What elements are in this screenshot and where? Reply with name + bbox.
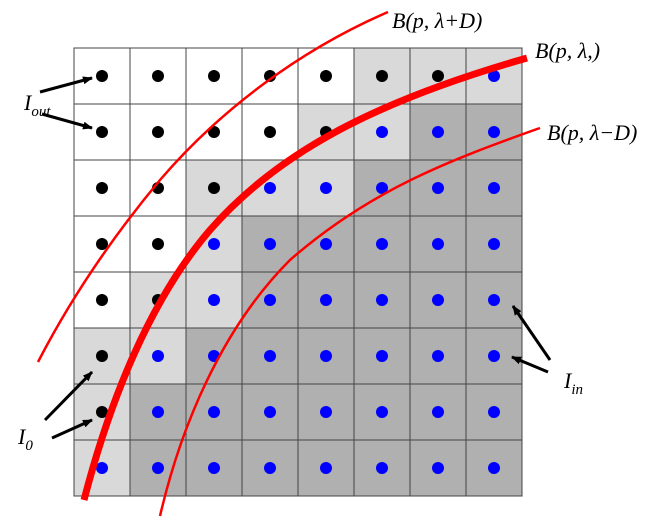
pixel-dot (96, 238, 108, 250)
inner-curve (158, 126, 541, 517)
label-base: I (23, 90, 33, 115)
pixel-dot (264, 350, 276, 362)
pixel-dot (264, 238, 276, 250)
pixel-dot (96, 462, 108, 474)
pixel-dot (208, 70, 220, 82)
middle-curve-label: B(p, λ,) (535, 38, 600, 63)
pixel-dot (320, 238, 332, 250)
pixel-dot (96, 294, 108, 306)
outer-curve-label: B(p, λ+D) (392, 8, 482, 33)
grid (73, 47, 523, 497)
pixel-dot (320, 350, 332, 362)
i-in-label: Iin (563, 368, 583, 398)
pixel-dot (264, 70, 276, 82)
pixel-dot (488, 238, 500, 250)
pixel-dot (96, 70, 108, 82)
pixel-dot (376, 70, 388, 82)
outer-curve (36, 10, 389, 363)
cell (353, 103, 411, 161)
pixel-dot (96, 350, 108, 362)
middle-curve (80, 54, 528, 501)
pixel-dot (432, 350, 444, 362)
pixel-dot (488, 126, 500, 138)
pixel-dot (488, 70, 500, 82)
pixel-dot (376, 406, 388, 418)
pixel-dot (320, 406, 332, 418)
pixel-dot (488, 182, 500, 194)
pixel-dot (376, 182, 388, 194)
pixel-dot (488, 406, 500, 418)
pixel-dot (96, 406, 108, 418)
pixel-dot (432, 462, 444, 474)
pixel-dot (208, 182, 220, 194)
pixel-dot (432, 182, 444, 194)
pixel-dot (264, 182, 276, 194)
pixel-dot (376, 126, 388, 138)
pixel-dot (96, 126, 108, 138)
pixel-dot (152, 462, 164, 474)
arrows (39, 76, 552, 440)
pixel-dot (432, 294, 444, 306)
i-0-label: I0 (17, 424, 33, 454)
label-sub: out (31, 104, 51, 120)
label-sub: 0 (25, 438, 33, 454)
cell (409, 271, 467, 329)
pixel-dot (488, 350, 500, 362)
pixel-dot (152, 406, 164, 418)
pixel-dot (376, 294, 388, 306)
pixel-dot (488, 294, 500, 306)
inner-curve-label: B(p, λ−D) (547, 120, 637, 145)
label-base: I (563, 368, 573, 393)
pixel-dot (320, 462, 332, 474)
pixel-dot (376, 462, 388, 474)
label-base: I (17, 424, 27, 449)
label-sub: in (571, 382, 583, 398)
pixel-dot (320, 182, 332, 194)
pixel-dot (264, 406, 276, 418)
pixel-dot (208, 406, 220, 418)
pixel-dot (96, 182, 108, 194)
pixel-dot (152, 350, 164, 362)
pixel-dot (432, 126, 444, 138)
pixel-dot (488, 462, 500, 474)
pixel-dot (376, 238, 388, 250)
pixel-dot (432, 238, 444, 250)
pixel-dot (432, 70, 444, 82)
pixel-dot (152, 70, 164, 82)
pixel-dot (376, 350, 388, 362)
pixel-dot (208, 294, 220, 306)
pixel-dot (264, 462, 276, 474)
pixel-dot (208, 462, 220, 474)
pixel-dot (432, 406, 444, 418)
pixel-dot (208, 126, 220, 138)
pixel-dot (320, 294, 332, 306)
pixel-dot (320, 70, 332, 82)
pixel-dot (152, 238, 164, 250)
pixel-dot (208, 238, 220, 250)
pixel-dot (264, 294, 276, 306)
pixel-dot (264, 126, 276, 138)
pixel-dot (152, 126, 164, 138)
